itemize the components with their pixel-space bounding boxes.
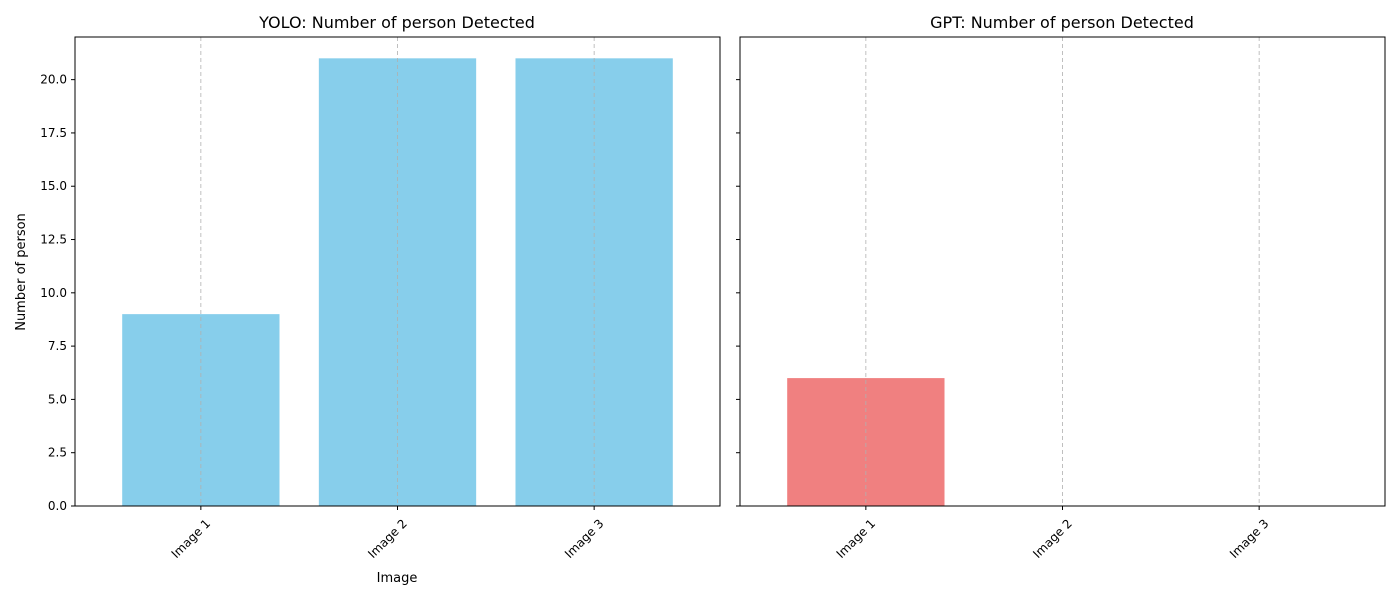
gpt-bar-1 xyxy=(787,378,945,506)
yolo-y-tick-label-6: 12.5 xyxy=(40,233,67,247)
yolo-y-tick-label-5: 10.0 xyxy=(40,286,67,300)
yolo-y-tick-label-9: 20.0 xyxy=(40,73,67,87)
yolo-y-tick-label-4: 7.5 xyxy=(48,339,67,353)
yolo-axes-frame xyxy=(74,36,721,507)
yolo-y-tick-label-2: 2.5 xyxy=(48,446,67,460)
yolo-chart-panel: YOLO: Number of person Detected Image Nu… xyxy=(14,13,721,586)
yolo-y-tick-label-3: 5.0 xyxy=(48,392,67,406)
yolo-x-axis-label: Image xyxy=(377,571,418,586)
gpt-x-tick-label-3: Image 3 xyxy=(1227,516,1272,561)
yolo-x-tick-label-2: Image 2 xyxy=(365,516,410,561)
yolo-chart-title: YOLO: Number of person Detected xyxy=(258,13,535,32)
gpt-axes-frame xyxy=(739,36,1386,507)
gpt-chart-panel: GPT: Number of person Detected Image 1 Im… xyxy=(736,13,1386,561)
yolo-y-tick-label-1: 0.0 xyxy=(48,499,67,513)
yolo-x-tick-label-1: Image 1 xyxy=(169,516,214,561)
gpt-chart-title: GPT: Number of person Detected xyxy=(930,13,1194,32)
yolo-y-axis-label: Number of person xyxy=(14,213,29,331)
gpt-x-tick-label-2: Image 2 xyxy=(1030,516,1075,561)
yolo-y-tick-label-8: 17.5 xyxy=(40,126,67,140)
yolo-x-tick-label-3: Image 3 xyxy=(562,516,607,561)
gpt-x-tick-label-1: Image 1 xyxy=(834,516,879,561)
yolo-y-tick-label-7: 15.0 xyxy=(40,179,67,193)
